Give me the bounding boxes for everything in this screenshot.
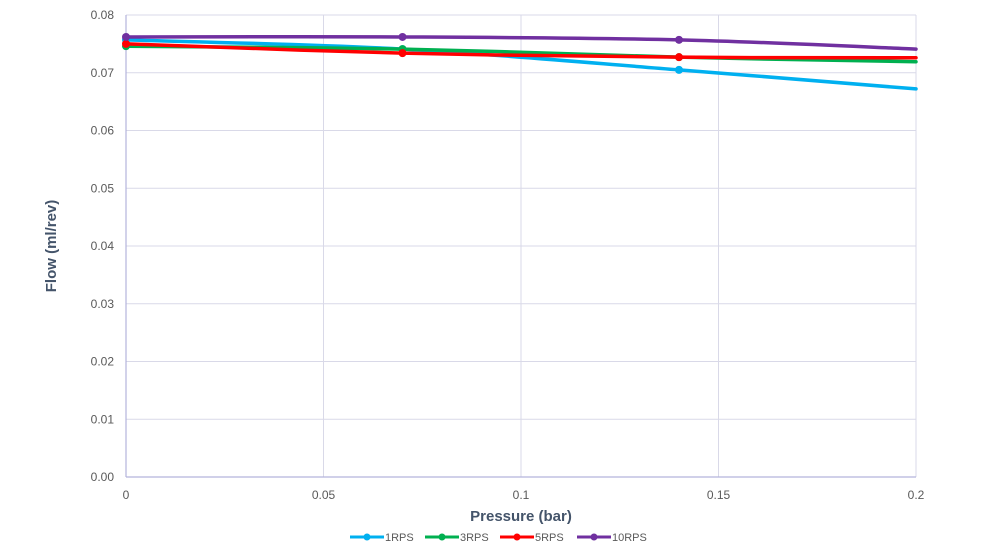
y-tick-label: 0.05 [91, 181, 115, 195]
data-point-10RPS [675, 35, 683, 44]
x-axis-title: Pressure (bar) [470, 508, 572, 525]
data-point-5RPS [122, 39, 130, 48]
tick-labels: 0.00 0.01 0.02 0.03 0.04 0.05 0.06 0.07 0.08 0 0.0… [91, 8, 925, 502]
data-point-5RPS [675, 53, 683, 62]
data-point-1RPS [675, 65, 683, 74]
y-tick-label: 0.03 [91, 297, 115, 311]
data-point-10RPS [398, 32, 407, 41]
x-tick-label: 0.05 [312, 488, 336, 502]
series-line-5RPS [124, 42, 918, 60]
data-point-5RPS [398, 49, 407, 58]
y-tick-label: 0.04 [91, 239, 115, 253]
y-tick-label: 0.02 [91, 355, 115, 369]
series-line-10RPS [124, 34, 918, 51]
x-tick-label: 0.1 [513, 488, 530, 502]
y-axis-title: Flow (ml/rev) [43, 200, 60, 293]
legend-marker-5RPS [513, 533, 521, 541]
y-tick-label: 0.07 [91, 66, 115, 80]
series-lines [122, 32, 918, 91]
series-line-1RPS [124, 38, 918, 91]
x-tick-label: 0.2 [908, 488, 925, 502]
x-tick-label: 0 [123, 488, 130, 502]
legend: 1RPS 3RPS 5RPS 10RPS [350, 532, 647, 544]
data-point-10RPS [122, 32, 130, 41]
legend-marker-1RPS [363, 533, 371, 541]
gridlines [125, 14, 917, 478]
y-tick-label: 0.08 [91, 8, 115, 22]
legend-label: 5RPS [535, 532, 564, 544]
legend-marker-3RPS [438, 533, 446, 541]
y-tick-label: 0.01 [91, 412, 115, 426]
y-tick-label: 0.00 [91, 470, 115, 484]
legend-label: 10RPS [612, 532, 647, 544]
x-tick-label: 0.15 [707, 488, 731, 502]
legend-label: 1RPS [385, 532, 414, 544]
y-tick-label: 0.06 [91, 124, 115, 138]
legend-marker-10RPS [590, 533, 598, 541]
legend-label: 3RPS [460, 532, 489, 544]
